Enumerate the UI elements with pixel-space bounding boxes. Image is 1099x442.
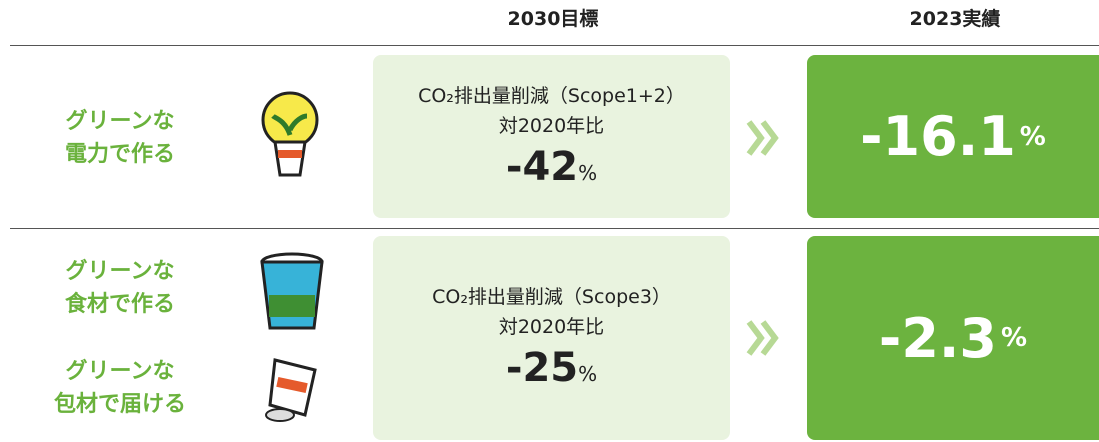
target-line: 対2020年比 bbox=[498, 316, 605, 338]
label-line: グリーンな bbox=[65, 259, 175, 284]
header-actual: 2023実績 bbox=[909, 8, 1001, 30]
target-value: -25% bbox=[373, 342, 730, 394]
chevron bbox=[746, 320, 779, 356]
actual-box: -16.1% bbox=[807, 55, 1099, 218]
unit: % bbox=[1019, 121, 1046, 152]
actual-box: -2.3% bbox=[807, 236, 1099, 440]
rule bbox=[10, 45, 1099, 46]
label-line: 包材で届ける bbox=[53, 392, 186, 417]
target-value: -42% bbox=[373, 141, 730, 193]
target-line: 対2020年比 bbox=[498, 114, 605, 137]
row-label: グリーンな 電力で作る bbox=[15, 105, 225, 171]
package-icon bbox=[265, 358, 317, 422]
bulb-icon bbox=[261, 91, 319, 177]
target-line: CO₂排出量削減（Scope3） bbox=[432, 286, 671, 308]
target-box: CO₂排出量削減（Scope1+2） 対2020年比 -42% bbox=[373, 55, 730, 218]
value: -42 bbox=[505, 143, 579, 190]
value: -2.3 bbox=[878, 306, 997, 370]
row-label: グリーンな 食材で作る bbox=[15, 255, 225, 321]
rule bbox=[10, 228, 1099, 229]
chevron bbox=[746, 120, 779, 156]
label-line: グリーンな bbox=[65, 109, 175, 134]
value: -16.1 bbox=[860, 105, 1016, 168]
header-target: 2030目標 bbox=[507, 8, 599, 30]
label-line: グリーンな bbox=[65, 359, 175, 384]
value: -25 bbox=[505, 345, 579, 391]
unit: % bbox=[578, 160, 598, 185]
unit: % bbox=[578, 362, 598, 386]
unit: % bbox=[1001, 323, 1028, 353]
target-box: CO₂排出量削減（Scope3） 対2020年比 -25% bbox=[373, 236, 730, 440]
cup-icon bbox=[260, 252, 324, 330]
target-line: CO₂排出量削減（Scope1+2） bbox=[418, 84, 685, 107]
row-label: グリーンな 包材で届ける bbox=[15, 355, 225, 421]
label-line: 電力で作る bbox=[64, 142, 175, 167]
label-line: 食材で作る bbox=[64, 292, 175, 317]
